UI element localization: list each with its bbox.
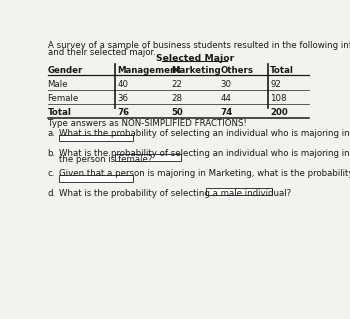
Text: 50: 50 (172, 108, 183, 116)
Text: What is the probability of selecting an individual who is majoring in Management: What is the probability of selecting an … (59, 149, 350, 158)
Text: 44: 44 (220, 94, 231, 103)
Text: the person is female?: the person is female? (59, 155, 153, 164)
Text: What is the probability of selecting a male individual?: What is the probability of selecting a m… (59, 189, 291, 198)
FancyBboxPatch shape (206, 188, 272, 195)
Text: Type answers as NON-SIMPLIFIED FRACTIONS!: Type answers as NON-SIMPLIFIED FRACTIONS… (48, 119, 246, 128)
Text: Marketing: Marketing (172, 66, 221, 75)
Text: Total: Total (48, 108, 71, 116)
Text: Others: Others (220, 66, 253, 75)
Text: 30: 30 (220, 80, 231, 89)
Text: 76: 76 (117, 108, 130, 116)
Text: c.: c. (48, 169, 55, 178)
Text: d.: d. (48, 189, 56, 198)
Text: Female: Female (48, 94, 79, 103)
Text: 28: 28 (172, 94, 183, 103)
Text: 22: 22 (172, 80, 183, 89)
FancyBboxPatch shape (116, 154, 181, 161)
Text: 108: 108 (270, 94, 287, 103)
Text: Male: Male (48, 80, 68, 89)
Text: 92: 92 (270, 80, 281, 89)
Text: a.: a. (48, 129, 56, 138)
Text: b.: b. (48, 149, 56, 158)
Text: Management: Management (117, 66, 181, 75)
Text: Selected Major: Selected Major (156, 55, 234, 63)
Text: Given that a person is majoring in Marketing, what is the probability that the p: Given that a person is majoring in Marke… (59, 169, 350, 178)
Text: Gender: Gender (48, 66, 83, 75)
Text: 74: 74 (220, 108, 233, 116)
Text: 40: 40 (117, 80, 128, 89)
Text: A survey of a sample of business students resulted in the following information : A survey of a sample of business student… (48, 41, 350, 50)
FancyBboxPatch shape (59, 135, 133, 141)
FancyBboxPatch shape (59, 174, 133, 182)
Text: and their selected major.: and their selected major. (48, 48, 155, 56)
Text: What is the probability of selecting an individual who is majoring in Marketing?: What is the probability of selecting an … (59, 129, 350, 138)
Text: Total: Total (270, 66, 294, 75)
Text: 200: 200 (270, 108, 288, 116)
Text: 36: 36 (117, 94, 128, 103)
